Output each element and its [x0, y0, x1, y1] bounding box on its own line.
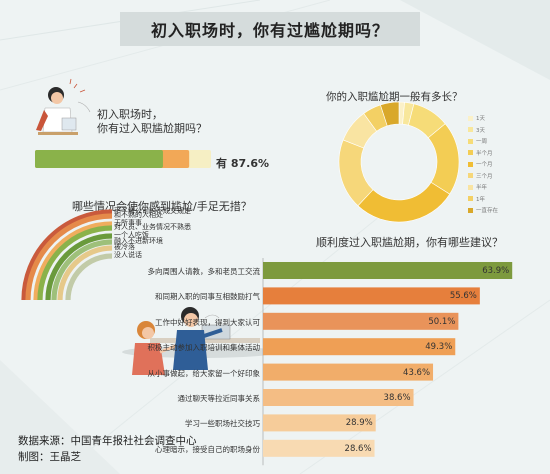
q2-arc-7 — [65, 253, 113, 301]
q2-arc-0 — [21, 209, 113, 301]
q4-bar-value-4: 43.6% — [403, 367, 431, 378]
q4-bar-3 — [263, 338, 456, 356]
q2-arc-label-3: 对人员、业务情况不熟悉 — [114, 223, 191, 231]
q3-legend-label: 半个月 — [476, 150, 493, 157]
q4-title: 顺利度过入职尴尬期，你有哪些建议？ — [316, 236, 503, 249]
q1-value: 87.6% — [230, 157, 270, 170]
q3-legend-item-7: 1年 — [468, 195, 485, 203]
q2-arc-2 — [33, 221, 113, 301]
q4-bar-label-1: 和同期入职的同事互相鼓励打气 — [155, 292, 260, 302]
q2-arc-6 — [57, 245, 113, 301]
q4-bar-7 — [263, 439, 375, 457]
q4-bar-value-0: 63.9% — [482, 266, 510, 276]
q4-bar-label-6: 学习一些职场社交技巧 — [185, 419, 260, 429]
q3-legend-label: 3天 — [476, 127, 485, 134]
q4-bar-label-0: 多向周围人请教，多和老员工交流 — [147, 267, 261, 276]
q3-legend-label: 一个月 — [476, 162, 493, 168]
q3-legend-label: 半年 — [476, 185, 488, 191]
q2-arc-label-1: 和不熟的人相处 — [114, 211, 163, 219]
q1-result: 有 87.6% — [216, 155, 269, 171]
q4-bar-value-1: 55.6% — [449, 291, 477, 302]
q2-arc-label-6: 被冷落 — [114, 243, 135, 251]
q4-bar-1 — [263, 287, 480, 305]
legend-swatch-icon — [468, 173, 473, 178]
chart-credit: 制图：王晶芝 — [18, 451, 81, 463]
q4-bar-4 — [263, 363, 434, 381]
q3-legend-item-5: 三个月 — [468, 172, 493, 180]
legend-swatch-icon — [468, 127, 473, 132]
legend-swatch-icon — [468, 150, 473, 155]
q2-arc-4 — [45, 233, 113, 301]
legend-swatch-icon — [468, 207, 473, 213]
q2-arc-label-5: 融入不进新环境 — [114, 237, 163, 245]
q3-legend-label: 一周 — [476, 139, 488, 145]
legend-swatch-icon — [468, 115, 473, 121]
q2-arc-label-7: 没人说话 — [114, 251, 142, 259]
q3-legend-item-0: 1天 — [468, 114, 485, 122]
q3-slice-8 — [380, 101, 400, 127]
q4-bar-6 — [263, 414, 376, 432]
q2-arc-5 — [51, 239, 113, 301]
q4-bar-label-7: 心理暗示，接受自己的职场身份 — [155, 444, 260, 454]
q4-bar-5 — [263, 389, 414, 406]
legend-swatch-icon — [468, 184, 473, 190]
q1-progress-fill-green — [35, 150, 163, 168]
q1-answer: 有 — [216, 157, 227, 170]
q4-bar-2 — [263, 312, 459, 330]
q4-bar-value-2: 50.1% — [428, 316, 456, 327]
q4-bar-label-5: 通过聊天等拉近同事关系 — [177, 394, 261, 403]
q4-bar-label-3: 积极主动参加入职培训和集体活动 — [147, 343, 261, 353]
q3-title: 你的入职尴尬期一般有多长？ — [326, 91, 463, 103]
q3-legend-item-8: 一直存在 — [468, 206, 498, 214]
q3-legend-item-4: 一个月 — [468, 160, 493, 168]
data-source: 数据来源：中国青年报社社会调查中心 — [18, 435, 197, 447]
q4-bar-0 — [263, 262, 513, 279]
q2-arc-label-4: 一个人吃饭 — [114, 231, 149, 239]
q3-legend-label: 一直存在 — [476, 208, 499, 214]
q4-bar-value-7: 28.6% — [344, 443, 372, 454]
q4-bar-label-2: 工作中好好表现，得到大家认可 — [155, 317, 260, 327]
q4-bar-label-4: 从小事做起，给大家留一个好印象 — [147, 368, 261, 378]
q3-legend-item-1: 3天 — [468, 126, 485, 134]
page-title: 初入职场时，你有过尴尬期吗？ — [120, 12, 420, 46]
legend-swatch-icon — [468, 161, 473, 167]
q2-title: 哪些情况会使你感到尴尬/手足无措？ — [72, 200, 252, 213]
q3-legend-label: 1年 — [476, 196, 485, 203]
q3-legend-item-3: 半个月 — [468, 149, 493, 157]
legend-swatch-icon — [468, 196, 473, 201]
q2-arc-3 — [37, 225, 113, 301]
q3-legend-item-6: 半年 — [468, 183, 487, 191]
q1-question: 初入职场时， 你有过入职尴尬期吗？ — [97, 108, 207, 135]
q4-bar-value-6: 28.9% — [345, 418, 373, 429]
q3-legend-label: 三个月 — [476, 173, 493, 180]
q2-arc-1 — [25, 213, 113, 301]
q3-legend-item-2: 一周 — [468, 137, 487, 145]
q2-arc-label-2: 无所事事 — [114, 219, 142, 227]
q2-arc-label-0: 不了解公司的不成文规定 — [114, 207, 191, 215]
q3-legend-label: 1天 — [476, 116, 485, 122]
q4-bar-value-5: 38.6% — [383, 393, 411, 403]
q4-bar-value-3: 49.3% — [425, 342, 453, 353]
legend-swatch-icon — [468, 138, 473, 144]
